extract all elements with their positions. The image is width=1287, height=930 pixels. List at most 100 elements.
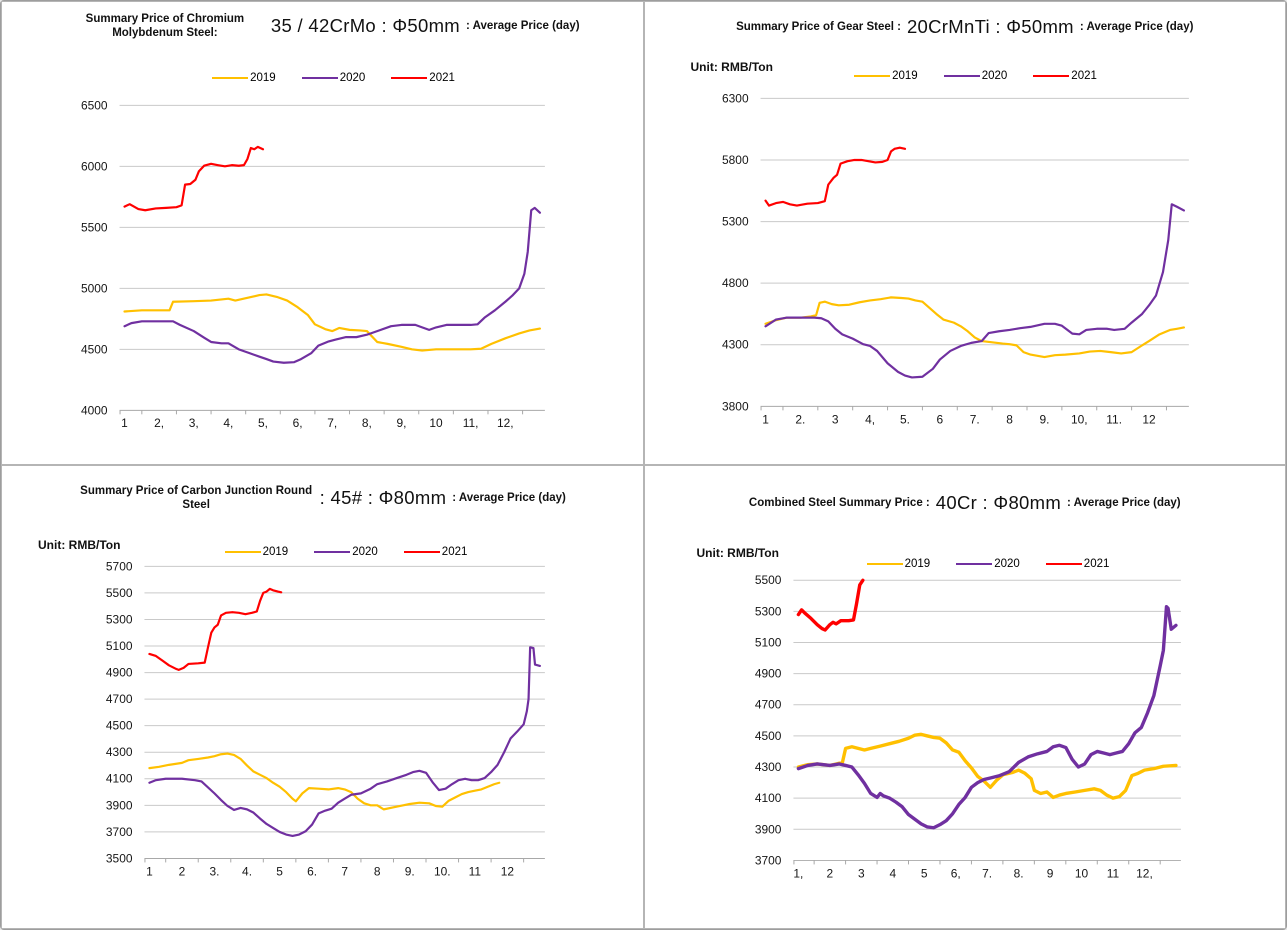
chart-title: Summary Price of Chromium Molybdenum Ste… bbox=[10, 12, 635, 41]
x-axis-tick-label: 11. bbox=[1106, 412, 1122, 426]
x-axis-tick-label: 5 bbox=[920, 866, 927, 880]
series-line-2020 bbox=[148, 646, 541, 837]
legend-label: 2019 bbox=[892, 70, 918, 82]
y-axis-tick-label: 5300 bbox=[754, 604, 781, 618]
y-axis-tick-label: 3900 bbox=[754, 822, 781, 836]
y-axis-tick-label: 4500 bbox=[754, 729, 781, 743]
y-axis-tick-label: 4900 bbox=[754, 667, 781, 681]
y-axis-tick-label: 5500 bbox=[754, 573, 781, 587]
y-axis-tick-label: 4000 bbox=[81, 403, 108, 417]
x-axis-tick-label: 3 bbox=[857, 866, 864, 880]
legend-line-sample bbox=[391, 77, 428, 79]
x-axis-tick-label: 2. bbox=[795, 412, 805, 426]
y-axis-tick-label: 5500 bbox=[81, 220, 108, 234]
legend-item-2019: 2019 bbox=[854, 70, 918, 82]
x-axis-tick-label: 9. bbox=[1039, 412, 1049, 426]
x-axis-tick-label: 5 bbox=[276, 864, 283, 878]
legend-item-2020: 2020 bbox=[943, 70, 1008, 82]
x-axis-tick-label: 1 bbox=[121, 416, 128, 430]
y-axis-tick-label: 4100 bbox=[106, 772, 133, 786]
legend-label: 2020 bbox=[339, 72, 366, 84]
x-axis-tick-label: 6, bbox=[293, 416, 303, 430]
chart-title-tail: : Average Price (day) bbox=[452, 492, 566, 505]
chart-title-lead: Summary Price of Chromium Molybdenum Ste… bbox=[85, 13, 245, 40]
series-line-2021 bbox=[796, 578, 865, 632]
y-axis-tick-label: 4500 bbox=[81, 342, 108, 356]
y-axis-tick-label: 3900 bbox=[106, 798, 133, 812]
legend-label: 2020 bbox=[981, 70, 1008, 82]
y-axis-tick-label: 4300 bbox=[106, 745, 133, 759]
legend-line-sample bbox=[854, 75, 891, 77]
x-axis-tick-label: 3, bbox=[189, 416, 199, 430]
y-axis-tick-label: 5700 bbox=[106, 559, 133, 573]
legend-item-2021: 2021 bbox=[403, 546, 467, 558]
chart-legend: 2019 2020 2021 bbox=[120, 72, 547, 84]
chart-title: Summary Price of Gear Steel : 20CrMnTi :… bbox=[653, 16, 1278, 38]
legend-item-2020: 2020 bbox=[301, 72, 366, 84]
x-axis-tick-label: 10 bbox=[429, 416, 443, 430]
y-axis-tick-label: 4500 bbox=[106, 719, 133, 733]
series-line-2019 bbox=[796, 732, 1178, 800]
chart-title-main: 35 / 42CrMo : Φ50mm bbox=[270, 15, 460, 37]
chart-title: Summary Price of Carbon Junction Round S… bbox=[10, 484, 635, 513]
x-axis-tick-label: 8 bbox=[1006, 412, 1013, 426]
series-line-2021 bbox=[763, 146, 906, 207]
legend-label: 2021 bbox=[1071, 70, 1097, 82]
x-axis-tick-label: 7, bbox=[327, 416, 337, 430]
chart-legend: 2019 2020 2021 bbox=[145, 546, 547, 558]
chart-panel-carbon-junction-round-steel: Summary Price of Carbon Junction Round S… bbox=[1, 465, 644, 929]
chart-title-main: : 45# : Φ80mm bbox=[319, 487, 447, 509]
series-line-2020 bbox=[123, 206, 541, 364]
y-axis-tick-label: 4800 bbox=[722, 276, 749, 290]
chart-title-lead: Summary Price of Gear Steel : bbox=[736, 20, 901, 33]
y-axis-tick-label: 4100 bbox=[754, 791, 781, 805]
x-axis-tick-label: 12 bbox=[501, 864, 515, 878]
series-line-2021 bbox=[123, 145, 265, 212]
x-axis-tick-label: 4, bbox=[223, 416, 233, 430]
chart-title-tail: : Average Price (day) bbox=[1067, 496, 1181, 509]
legend-item-2020: 2020 bbox=[956, 558, 1020, 570]
legend-label: 2019 bbox=[262, 546, 289, 558]
x-axis-tick-label: 10 bbox=[1074, 866, 1088, 880]
x-axis-tick-label: 8. bbox=[1013, 866, 1023, 880]
x-axis-tick-label: 12, bbox=[497, 416, 514, 430]
x-axis-tick-label: 6. bbox=[307, 864, 317, 878]
legend-label: 2021 bbox=[1083, 558, 1110, 570]
line-chart: 6300 5800 5300 4800 4300 3800 1 2. 3 4, 5. 6 7. 8 9. 10… bbox=[722, 91, 1189, 426]
x-axis-tick-label: 4, bbox=[865, 412, 875, 426]
x-axis-tick-label: 7. bbox=[969, 412, 979, 426]
y-axis-tick-label: 5100 bbox=[754, 636, 781, 650]
y-axis-tick-label: 4300 bbox=[722, 338, 749, 352]
chart-legend: 2019 2020 2021 bbox=[794, 558, 1183, 570]
y-axis-tick-label: 4700 bbox=[754, 698, 781, 712]
x-axis-tick-label: 8, bbox=[362, 416, 372, 430]
legend-item-2019: 2019 bbox=[212, 72, 276, 84]
chart-title-main: 20CrMnTi : Φ50mm bbox=[906, 16, 1074, 37]
chart-title-tail: : Average Price (day) bbox=[1079, 20, 1194, 33]
legend-label: 2019 bbox=[904, 558, 931, 570]
chart-legend: 2019 2020 2021 bbox=[761, 70, 1191, 82]
legend-line-sample bbox=[1045, 563, 1082, 565]
x-axis-tick-label: 3. bbox=[210, 864, 220, 878]
x-axis-tick-label: 9 bbox=[1046, 866, 1053, 880]
chart-title-lead: Summary Price of Carbon Junction Round S… bbox=[80, 485, 313, 512]
legend-item-2019: 2019 bbox=[866, 558, 931, 570]
y-axis-tick-label: 5800 bbox=[722, 153, 749, 167]
y-axis-tick-label: 6000 bbox=[81, 159, 108, 173]
unit-label: Unit: RMB/Ton bbox=[696, 546, 779, 560]
x-axis-tick-label: 7. bbox=[982, 866, 992, 880]
chart-panel-chromium-molybdenum-steel: Summary Price of Chromium Molybdenum Ste… bbox=[1, 1, 644, 465]
y-axis-tick-label: 3700 bbox=[106, 825, 133, 839]
series-line-2020 bbox=[763, 203, 1185, 379]
legend-line-sample bbox=[866, 563, 903, 565]
y-axis-tick-label: 6300 bbox=[722, 91, 749, 105]
chart-title-lead: Combined Steel Summary Price : bbox=[748, 496, 930, 509]
x-axis-tick-label: 6 bbox=[936, 412, 943, 426]
x-axis-tick-label: 9. bbox=[405, 864, 415, 878]
unit-label: Unit: RMB/Ton bbox=[38, 538, 121, 552]
line-chart: 5500 5300 5100 4900 4700 4500 4300 4100 3900 3700… bbox=[754, 573, 1181, 880]
x-axis-tick-label: 7 bbox=[341, 864, 348, 878]
y-axis-tick-label: 4300 bbox=[754, 760, 781, 774]
